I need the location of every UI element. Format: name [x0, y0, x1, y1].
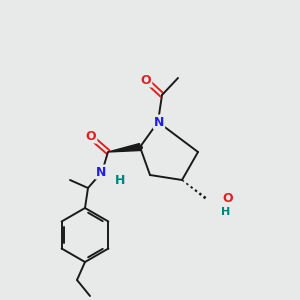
Text: O: O	[141, 74, 151, 86]
Text: O: O	[223, 193, 233, 206]
Text: H: H	[115, 175, 125, 188]
Text: N: N	[96, 166, 106, 178]
Text: O: O	[86, 130, 96, 142]
Polygon shape	[108, 143, 140, 152]
Text: H: H	[221, 207, 231, 217]
Text: N: N	[154, 116, 164, 128]
